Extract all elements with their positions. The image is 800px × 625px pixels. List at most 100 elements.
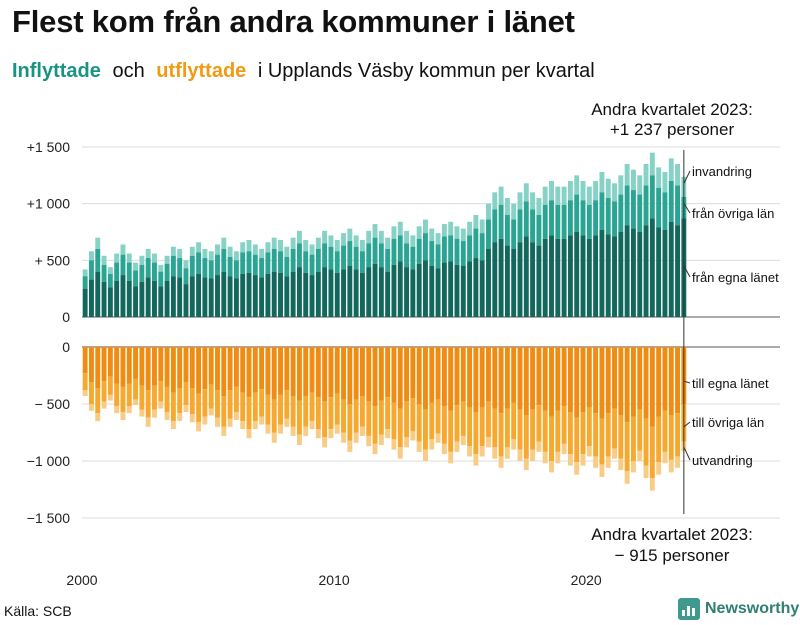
bar-in-invandring <box>177 249 183 259</box>
bar-out-egna-lanet <box>435 347 441 400</box>
bar-in-ovriga-lan <box>479 233 485 261</box>
bar-out-utvandring <box>334 424 340 434</box>
bar-in-invandring <box>246 239 252 252</box>
bar-out-egna-lanet <box>517 347 523 410</box>
bar-in-ovriga-lan <box>322 243 328 268</box>
bar-in-egna-lanet <box>624 225 630 317</box>
bar-out-utvandring <box>322 437 328 448</box>
bar-in-egna-lanet <box>593 235 599 317</box>
bar-out-utvandring <box>183 405 189 412</box>
bar-in-invandring <box>630 169 636 191</box>
bar-out-egna-lanet <box>460 347 466 402</box>
bar-out-ovriga-lan <box>164 386 170 412</box>
bar-in-egna-lanet <box>252 275 258 317</box>
bar-in-ovriga-lan <box>542 204 548 239</box>
bar-out-egna-lanet <box>423 347 428 410</box>
bar-in-egna-lanet <box>517 242 523 317</box>
bar-out-utvandring <box>580 454 586 466</box>
bar-in-ovriga-lan <box>454 238 460 265</box>
bar-out-egna-lanet <box>580 347 586 412</box>
bar-in-invandring <box>196 242 202 253</box>
bar-out-egna-lanet <box>385 347 391 398</box>
bar-out-egna-lanet <box>240 347 246 393</box>
bar-out-utvandring <box>133 399 139 406</box>
bar-out-egna-lanet <box>221 347 227 397</box>
bar-in-invandring <box>486 203 491 220</box>
chart-title: Flest kom från andra kommuner i länet <box>12 4 575 39</box>
bottom-annotation-heading: Andra kvartalet 2023: <box>591 525 753 544</box>
bar-out-egna-lanet <box>668 347 674 416</box>
bar-in-ovriga-lan <box>265 252 271 274</box>
bar-in-egna-lanet <box>586 238 592 317</box>
bar-in-invandring <box>322 230 328 244</box>
bar-out-ovriga-lan <box>145 390 151 418</box>
bar-out-utvandring <box>637 450 643 461</box>
bar-in-egna-lanet <box>215 275 220 317</box>
bar-out-egna-lanet <box>145 347 151 391</box>
bar-in-invandring <box>530 192 536 210</box>
bar-in-invandring <box>164 255 170 264</box>
series-label-out: utvandring <box>692 453 753 468</box>
bar-out-utvandring <box>208 408 214 416</box>
bar-out-utvandring <box>675 456 681 468</box>
bar-out-utvandring <box>252 421 258 430</box>
bar-in-invandring <box>593 181 599 201</box>
bar-out-egna-lanet <box>397 347 403 409</box>
bar-in-invandring <box>378 230 384 244</box>
bar-in-egna-lanet <box>637 232 643 317</box>
bar-in-invandring <box>334 239 340 252</box>
bar-in-invandring <box>675 164 681 186</box>
bar-in-invandring <box>189 246 195 256</box>
bar-in-egna-lanet <box>240 273 246 317</box>
bar-out-ovriga-lan <box>359 396 365 427</box>
bar-in-ovriga-lan <box>397 235 403 262</box>
bar-out-ovriga-lan <box>378 400 384 435</box>
bar-out-ovriga-lan <box>668 415 674 460</box>
bar-in-egna-lanet <box>233 278 239 317</box>
bar-in-egna-lanet <box>378 267 384 317</box>
bar-in-invandring <box>95 237 101 249</box>
bar-in-egna-lanet <box>189 276 195 317</box>
bar-in-invandring <box>82 269 88 277</box>
bar-in-invandring <box>139 255 145 265</box>
bar-in-egna-lanet <box>523 236 529 317</box>
bar-out-utvandring <box>416 441 422 452</box>
bar-out-utvandring <box>328 429 334 439</box>
bar-out-utvandring <box>101 401 107 409</box>
bar-out-egna-lanet <box>353 347 359 400</box>
bar-out-utvandring <box>555 451 561 464</box>
bar-out-ovriga-lan <box>649 426 655 479</box>
bar-out-egna-lanet <box>473 347 479 412</box>
bar-out-ovriga-lan <box>227 390 233 419</box>
bar-out-utvandring <box>164 411 170 420</box>
bar-in-invandring <box>441 224 447 237</box>
bar-out-egna-lanet <box>303 347 309 397</box>
bar-out-egna-lanet <box>391 347 397 403</box>
bar-out-utvandring <box>366 435 372 447</box>
bar-out-utvandring <box>372 443 378 455</box>
bar-in-egna-lanet <box>152 280 157 317</box>
bar-out-egna-lanet <box>341 347 346 400</box>
bar-in-invandring <box>126 253 132 263</box>
bar-in-ovriga-lan <box>296 243 302 268</box>
bar-out-ovriga-lan <box>158 381 164 402</box>
bar-out-utvandring <box>467 446 473 457</box>
bar-out-utvandring <box>278 424 283 434</box>
bar-in-ovriga-lan <box>555 204 561 239</box>
bar-out-ovriga-lan <box>492 408 498 448</box>
bar-out-ovriga-lan <box>397 408 403 448</box>
bar-out-ovriga-lan <box>423 409 428 450</box>
bar-out-utvandring <box>574 462 580 475</box>
bar-in-ovriga-lan <box>284 256 290 277</box>
bar-in-invandring <box>152 253 157 263</box>
bar-in-ovriga-lan <box>221 249 227 272</box>
bar-in-ovriga-lan <box>517 209 523 243</box>
bar-out-egna-lanet <box>643 347 649 419</box>
bar-out-ovriga-lan <box>341 399 346 433</box>
bar-in-egna-lanet <box>479 260 485 317</box>
bar-out-egna-lanet <box>448 347 454 411</box>
bar-out-ovriga-lan <box>404 401 410 438</box>
bar-in-invandring <box>662 171 668 193</box>
bar-out-ovriga-lan <box>467 407 473 447</box>
bar-in-egna-lanet <box>504 245 510 317</box>
